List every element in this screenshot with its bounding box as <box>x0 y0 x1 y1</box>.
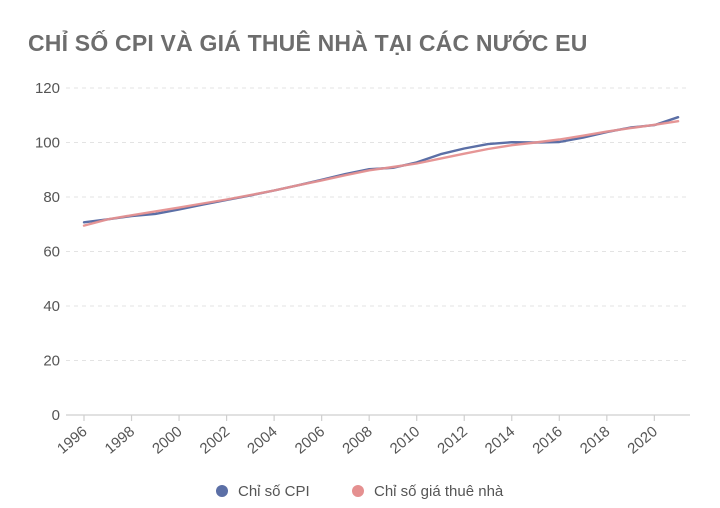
y-tick-label: 40 <box>43 298 60 315</box>
y-tick-label: 20 <box>43 353 60 370</box>
x-tick-label: 2012 <box>434 423 470 457</box>
legend-item-1[interactable]: Chỉ số CPI <box>216 483 310 500</box>
series-lines <box>82 115 680 227</box>
legend-marker <box>352 485 364 497</box>
y-tick-label: 0 <box>52 407 60 424</box>
x-tick-label: 1998 <box>102 423 138 457</box>
x-tick-label: 2020 <box>624 423 660 457</box>
grid-lines <box>66 87 690 361</box>
legend-label: Chỉ số CPI <box>238 483 310 500</box>
x-tick-label: 2000 <box>149 423 185 457</box>
legend-item-2[interactable]: Chỉ số giá thuê nhà <box>352 483 504 500</box>
y-tick-label: 120 <box>35 80 60 97</box>
y-tick-label: 60 <box>43 244 60 261</box>
legend-label: Chỉ số giá thuê nhà <box>374 483 504 500</box>
x-tick-label: 2002 <box>197 423 233 457</box>
x-tick-label: 2006 <box>292 423 328 457</box>
x-tick-label: 2014 <box>482 423 518 457</box>
series-line-2 <box>82 119 680 227</box>
x-tick-label: 2010 <box>387 423 423 457</box>
x-tick-label: 1996 <box>54 423 90 457</box>
legend-marker <box>216 485 228 497</box>
y-tick-label: 80 <box>43 189 60 206</box>
x-tick-label: 2008 <box>339 423 375 457</box>
x-tick-label: 2004 <box>244 423 280 457</box>
legend[interactable]: Chỉ số CPI Chỉ số giá thuê nhà <box>216 483 504 500</box>
y-tick-label: 100 <box>35 135 60 152</box>
x-tick-label: 2018 <box>577 423 613 457</box>
chart-title: CHỈ SỐ CPI VÀ GIÁ THUÊ NHÀ TẠI CÁC NƯỚC … <box>28 30 588 56</box>
x-tick-label: 2016 <box>529 423 565 457</box>
